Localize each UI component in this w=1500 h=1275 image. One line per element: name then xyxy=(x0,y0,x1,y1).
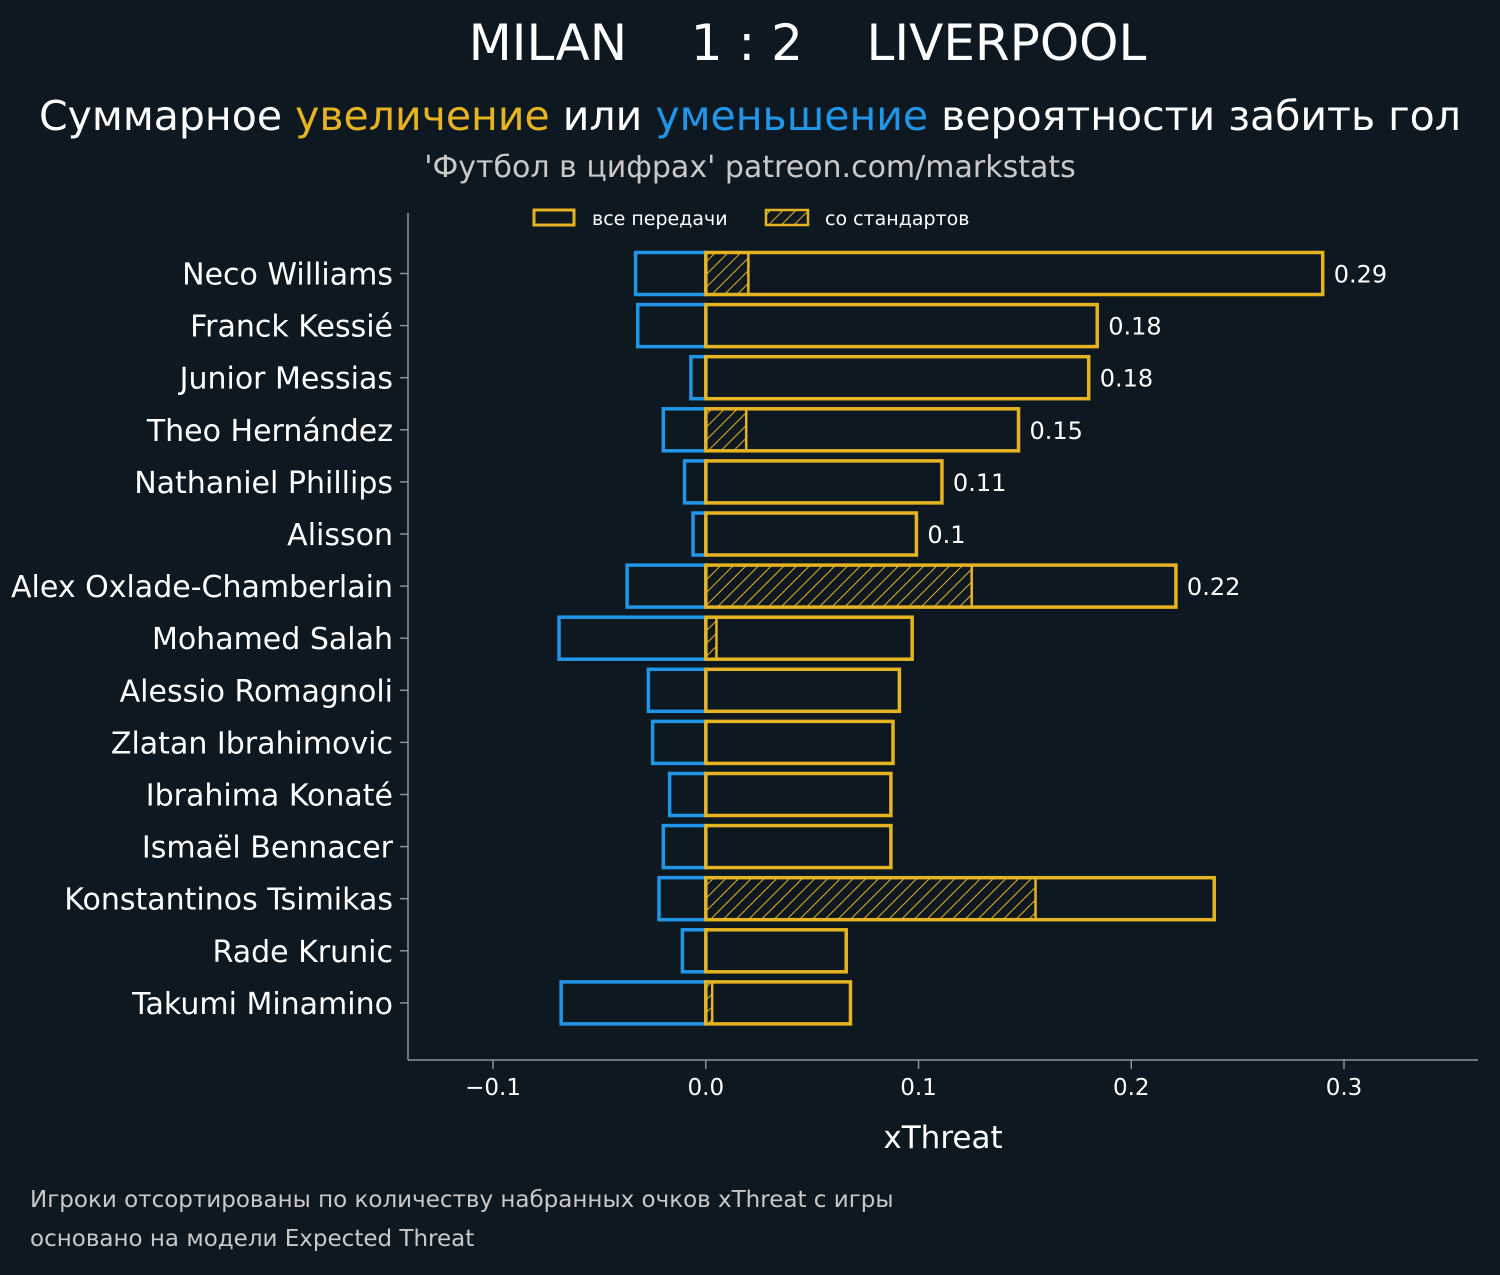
player-label: Zlatan Ibrahimovic xyxy=(111,726,393,761)
player-label: Ibrahima Konaté xyxy=(146,779,393,814)
legend-swatch-all-passes xyxy=(532,208,576,227)
decrease-bar xyxy=(650,719,708,766)
player-label: Alessio Romagnoli xyxy=(120,674,393,709)
value-label: 0.18 xyxy=(1108,313,1161,341)
value-label: 0.29 xyxy=(1334,261,1387,289)
x-tick-label: 0.0 xyxy=(688,1075,725,1101)
value-label: 0.15 xyxy=(1030,417,1083,445)
player-label: Theo Hernández xyxy=(146,414,393,449)
x-tick-label: 0.2 xyxy=(1113,1075,1150,1101)
all-passes-bar xyxy=(704,302,1099,349)
source-credit: 'Футбол в цифрах' patreon.com/markstats xyxy=(424,150,1076,185)
x-axis-label: xThreat xyxy=(883,1120,1002,1156)
all-passes-bar xyxy=(704,875,1216,922)
player-label: Ismaël Bennacer xyxy=(142,831,394,866)
all-passes-bar xyxy=(704,511,919,557)
legend-swatch-set-pieces xyxy=(764,208,810,227)
labels: Neco Williams 0.29 Franck Kessié 0.18 Junior… xyxy=(11,258,1387,1022)
decrease-bar xyxy=(667,771,708,818)
decrease-bar xyxy=(635,302,708,349)
player-label: Neco Williams xyxy=(182,258,393,293)
value-label: 0.18 xyxy=(1100,365,1153,393)
all-passes-bar xyxy=(704,459,944,505)
legend-label-all-passes: все передачи xyxy=(592,208,728,230)
legend: все передачи со стандартов xyxy=(532,208,969,230)
decrease-bar xyxy=(657,875,708,922)
all-passes-bar xyxy=(704,823,893,870)
all-passes-bar xyxy=(704,615,914,661)
subtitle-decrease-word: уменьшение xyxy=(655,92,929,140)
player-label: Alisson xyxy=(287,518,393,553)
decrease-bar xyxy=(633,250,708,297)
player-label: Takumi Minamino xyxy=(131,987,393,1022)
player-label: Konstantinos Tsimikas xyxy=(64,883,393,918)
decrease-bar xyxy=(646,667,708,714)
legend-label-set-pieces: со стандартов xyxy=(825,208,969,230)
decrease-bar xyxy=(559,980,708,1026)
set-piece-bar xyxy=(704,251,750,296)
decrease-bar xyxy=(680,928,708,974)
player-label: Rade Krunic xyxy=(213,935,393,970)
decrease-bar xyxy=(557,615,708,661)
decrease-bar xyxy=(689,354,708,401)
match-score: 1 : 2 xyxy=(690,14,803,72)
x-tick-label: 0.1 xyxy=(900,1075,937,1101)
axes: −0.1 0.0 0.1 0.2 0.3 xThreat xyxy=(400,213,1478,1156)
home-team: MILAN xyxy=(468,14,628,72)
bars xyxy=(557,250,1325,1026)
subtitle-increase-word: увеличение xyxy=(295,92,550,140)
set-piece-bar xyxy=(704,407,748,453)
chart-subtitle: Суммарное увеличение или уменьшение веро… xyxy=(0,92,1500,140)
decrease-bar xyxy=(661,407,708,453)
all-passes-bar xyxy=(704,719,895,766)
player-label: Franck Kessié xyxy=(190,310,393,345)
x-tick-label: 0.3 xyxy=(1326,1075,1363,1101)
all-passes-bar xyxy=(704,928,848,974)
all-passes-bar xyxy=(704,771,893,818)
subtitle-part-3: или xyxy=(549,92,656,140)
decrease-bar xyxy=(691,511,708,557)
subtitle-part-1: Суммарное xyxy=(39,92,296,140)
all-passes-bar xyxy=(704,667,902,714)
away-team: LIVERPOOL xyxy=(866,14,1147,72)
player-label: Mohamed Salah xyxy=(152,622,393,657)
value-label: 0.1 xyxy=(927,521,965,549)
decrease-bar xyxy=(682,459,708,505)
set-piece-bar xyxy=(704,563,973,609)
player-label: Alex Oxlade-Chamberlain xyxy=(11,570,393,605)
match-title: MILAN 1 : 2 LIVERPOOL xyxy=(0,14,1500,72)
set-piece-bar xyxy=(704,876,1037,921)
decrease-bar xyxy=(661,823,708,870)
all-passes-bar xyxy=(704,250,1325,297)
all-passes-bar xyxy=(704,980,853,1026)
value-label: 0.11 xyxy=(953,469,1006,497)
all-passes-bar xyxy=(704,407,1021,453)
subtitle-part-5: вероятности забить гол xyxy=(928,92,1461,140)
decrease-bar xyxy=(625,563,708,609)
all-passes-bar xyxy=(704,563,1178,609)
footnote-model: основано на модели Expected Threat xyxy=(30,1226,475,1252)
x-tick-label: −0.1 xyxy=(465,1075,521,1101)
footnote-sorting: Игроки отсортированы по количеству набра… xyxy=(30,1187,894,1213)
player-label: Junior Messias xyxy=(178,362,393,397)
all-passes-bar xyxy=(704,354,1091,401)
player-label: Nathaniel Phillips xyxy=(134,466,393,501)
value-label: 0.22 xyxy=(1187,573,1240,601)
